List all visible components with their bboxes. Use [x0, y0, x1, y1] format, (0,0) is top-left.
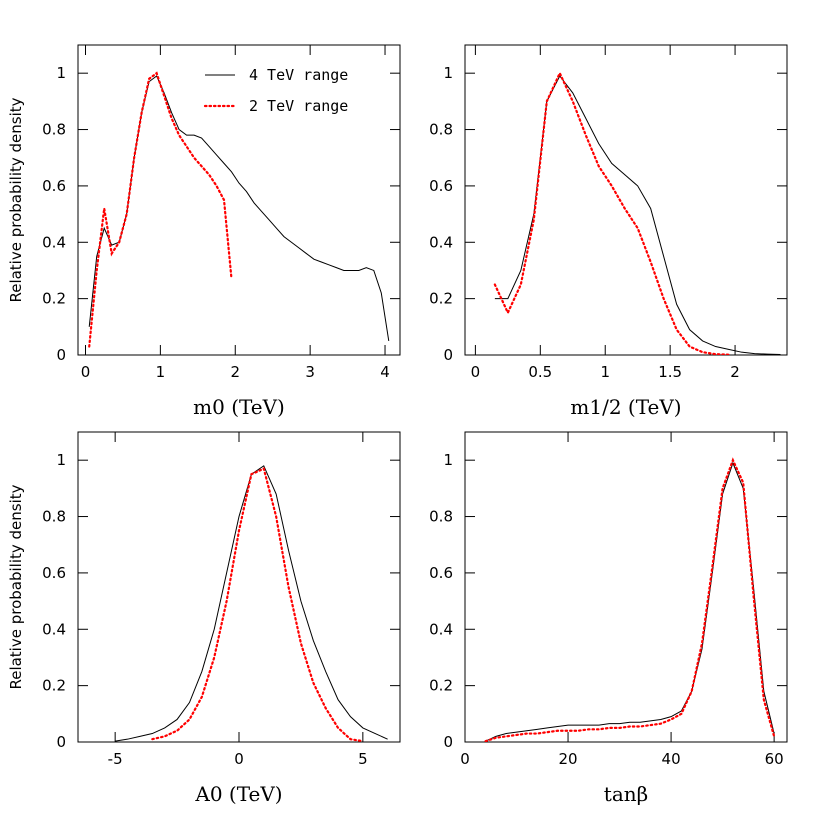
plot-frame [464, 44, 788, 356]
legend-label: 2 TeV range [249, 97, 348, 115]
y-tick-label: 0.8 [429, 508, 453, 526]
y-axis-label: Relative probability density [7, 97, 25, 302]
data-line [485, 461, 775, 742]
y-tick-label: 0.4 [429, 233, 453, 251]
x-tick-label: 1 [156, 363, 166, 381]
plot-frame [77, 431, 401, 743]
x-axis-label: A0 (TeV) [194, 782, 282, 806]
y-tick-label: 0.6 [429, 564, 453, 582]
data-line [88, 75, 390, 341]
data-line [494, 75, 781, 355]
y-tick-label: 0.2 [429, 290, 453, 308]
x-tick-label: 3 [305, 363, 315, 381]
x-tick-label: 0.5 [528, 363, 552, 381]
panel: 0 0.2 0.4 0.6 0.8 1 0 20 40 60 tanβ [429, 431, 788, 806]
x-tick-label: 5 [358, 750, 368, 768]
data-line [115, 465, 388, 742]
panel: 0 0.2 0.4 0.6 0.8 1 0 0.5 1 1.5 2 m1/2 (TeV) [429, 44, 788, 419]
legend-label: 4 TeV range [249, 66, 348, 84]
y-tick-label: 0 [56, 346, 66, 364]
data-line [88, 71, 233, 348]
data-line [484, 457, 776, 742]
x-tick-label: 1 [600, 363, 610, 381]
y-tick-label: 0.8 [42, 508, 66, 526]
y-tick-label: 0.8 [42, 121, 66, 139]
y-tick-label: 0.4 [429, 620, 453, 638]
plot-area [88, 71, 390, 348]
y-tick-label: 0.6 [429, 177, 453, 195]
y-tick-label: 0 [443, 346, 453, 364]
panel: 0 0.2 0.4 0.6 0.8 1 0 1 2 3 4 m0 (TeV) Relative prob… [7, 44, 401, 419]
data-line [493, 70, 730, 355]
y-tick-label: 1 [443, 451, 453, 469]
plot-area [115, 465, 388, 742]
x-tick-label: 1.5 [658, 363, 682, 381]
y-tick-label: 0.2 [42, 677, 66, 695]
y-tick-label: 0 [56, 733, 66, 751]
x-axis-label: m0 (TeV) [193, 395, 285, 419]
x-tick-label: 2 [230, 363, 240, 381]
panel: 0 0.2 0.4 0.6 0.8 1 -5 0 5 A0 (TeV) Relative proba… [7, 431, 401, 806]
x-tick-label: 2 [730, 363, 740, 381]
plot-area [484, 457, 776, 742]
x-tick-label: 0 [81, 363, 91, 381]
y-tick-label: 0.8 [429, 121, 453, 139]
y-tick-label: 1 [443, 64, 453, 82]
y-tick-label: 0.2 [429, 677, 453, 695]
plot-area [493, 70, 781, 355]
y-tick-label: 0.4 [42, 233, 66, 251]
plot-frame [464, 431, 788, 743]
y-tick-label: 1 [56, 64, 66, 82]
x-tick-label: 0 [460, 750, 470, 768]
y-tick-label: 0.6 [42, 177, 66, 195]
x-tick-label: 20 [558, 750, 577, 768]
y-tick-label: 0.2 [42, 290, 66, 308]
x-axis-label: tanβ [604, 782, 648, 806]
x-tick-label: 60 [765, 750, 784, 768]
x-tick-label: 0 [471, 363, 481, 381]
x-tick-label: 4 [380, 363, 390, 381]
y-tick-label: 0.4 [42, 620, 66, 638]
y-tick-label: 1 [56, 451, 66, 469]
x-axis-label: m1/2 (TeV) [570, 395, 681, 419]
plot-frame [77, 44, 401, 356]
y-tick-label: 0.6 [42, 564, 66, 582]
data-line [151, 467, 364, 742]
y-axis-label: Relative probability density [7, 484, 25, 689]
y-tick-label: 0 [443, 733, 453, 751]
x-tick-label: -5 [108, 750, 123, 768]
x-tick-label: 40 [662, 750, 681, 768]
x-tick-label: 0 [234, 750, 244, 768]
